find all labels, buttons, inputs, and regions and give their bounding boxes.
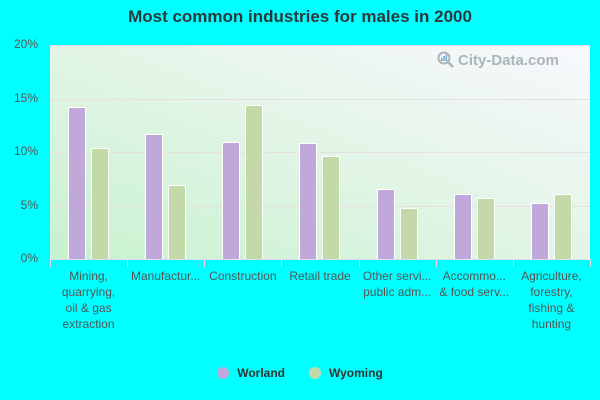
x-tick — [281, 259, 283, 267]
bar-wyoming[interactable] — [168, 185, 187, 259]
legend: Worland Wyoming — [0, 366, 600, 380]
bar-worland[interactable] — [530, 203, 549, 259]
x-tick-label: Accommo... & food serv... — [439, 269, 510, 299]
x-tick — [512, 259, 514, 267]
legend-swatch-icon — [217, 367, 230, 379]
bar-worland[interactable] — [453, 193, 472, 259]
y-tick-label: 20% — [13, 37, 38, 51]
bar-wyoming[interactable] — [476, 198, 495, 259]
bar-worland[interactable] — [68, 107, 86, 259]
bar-worland[interactable] — [376, 189, 395, 259]
x-tick — [358, 259, 360, 267]
y-tick-label: 0% — [20, 251, 38, 265]
chart-title: Most common industries for males in 2000 — [128, 7, 472, 26]
legend-swatch-icon — [309, 367, 321, 379]
gridline — [50, 152, 590, 153]
x-tick-label: Agriculture, forestry, fishing & hunting — [521, 269, 582, 331]
x-tick — [590, 259, 591, 267]
x-tick-label: Construction — [209, 269, 277, 283]
y-tick-label: 15% — [13, 90, 38, 105]
bar-wyoming[interactable] — [553, 193, 572, 259]
x-tick-label: Other servi... public adm... — [362, 269, 432, 299]
bar-wyoming[interactable] — [322, 156, 341, 259]
bar-worland[interactable] — [222, 142, 241, 259]
plot-area — [50, 45, 590, 259]
bar-wyoming[interactable] — [399, 207, 418, 259]
legend-label: Worland — [237, 366, 285, 380]
gridline — [50, 45, 590, 46]
x-tick — [435, 259, 437, 267]
y-tick-label: 10% — [13, 144, 38, 158]
legend-label: Wyoming — [329, 366, 383, 380]
watermark: City-Data.com — [437, 51, 559, 69]
x-tick-label: Manufactur... — [131, 269, 201, 283]
x-tick-label: Retail trade — [289, 269, 351, 283]
gridline — [50, 205, 590, 207]
x-tick — [50, 259, 51, 267]
bar-worland[interactable] — [145, 133, 164, 259]
legend-item-wyoming[interactable]: Wyoming — [309, 366, 383, 380]
x-tick — [127, 259, 129, 267]
magnifier-icon — [437, 51, 454, 68]
y-tick-label: 5% — [20, 197, 38, 212]
bar-wyoming[interactable] — [91, 147, 109, 259]
legend-item-worland[interactable]: Worland — [217, 366, 285, 380]
gridline — [50, 98, 590, 100]
x-tick-label: Mining, quarrying, oil & gas extraction — [61, 269, 116, 331]
x-axis — [50, 259, 590, 260]
bar-worland[interactable] — [299, 143, 318, 259]
bar-wyoming[interactable] — [245, 104, 264, 259]
x-tick — [204, 259, 206, 267]
watermark-text: City-Data.com — [458, 51, 559, 69]
